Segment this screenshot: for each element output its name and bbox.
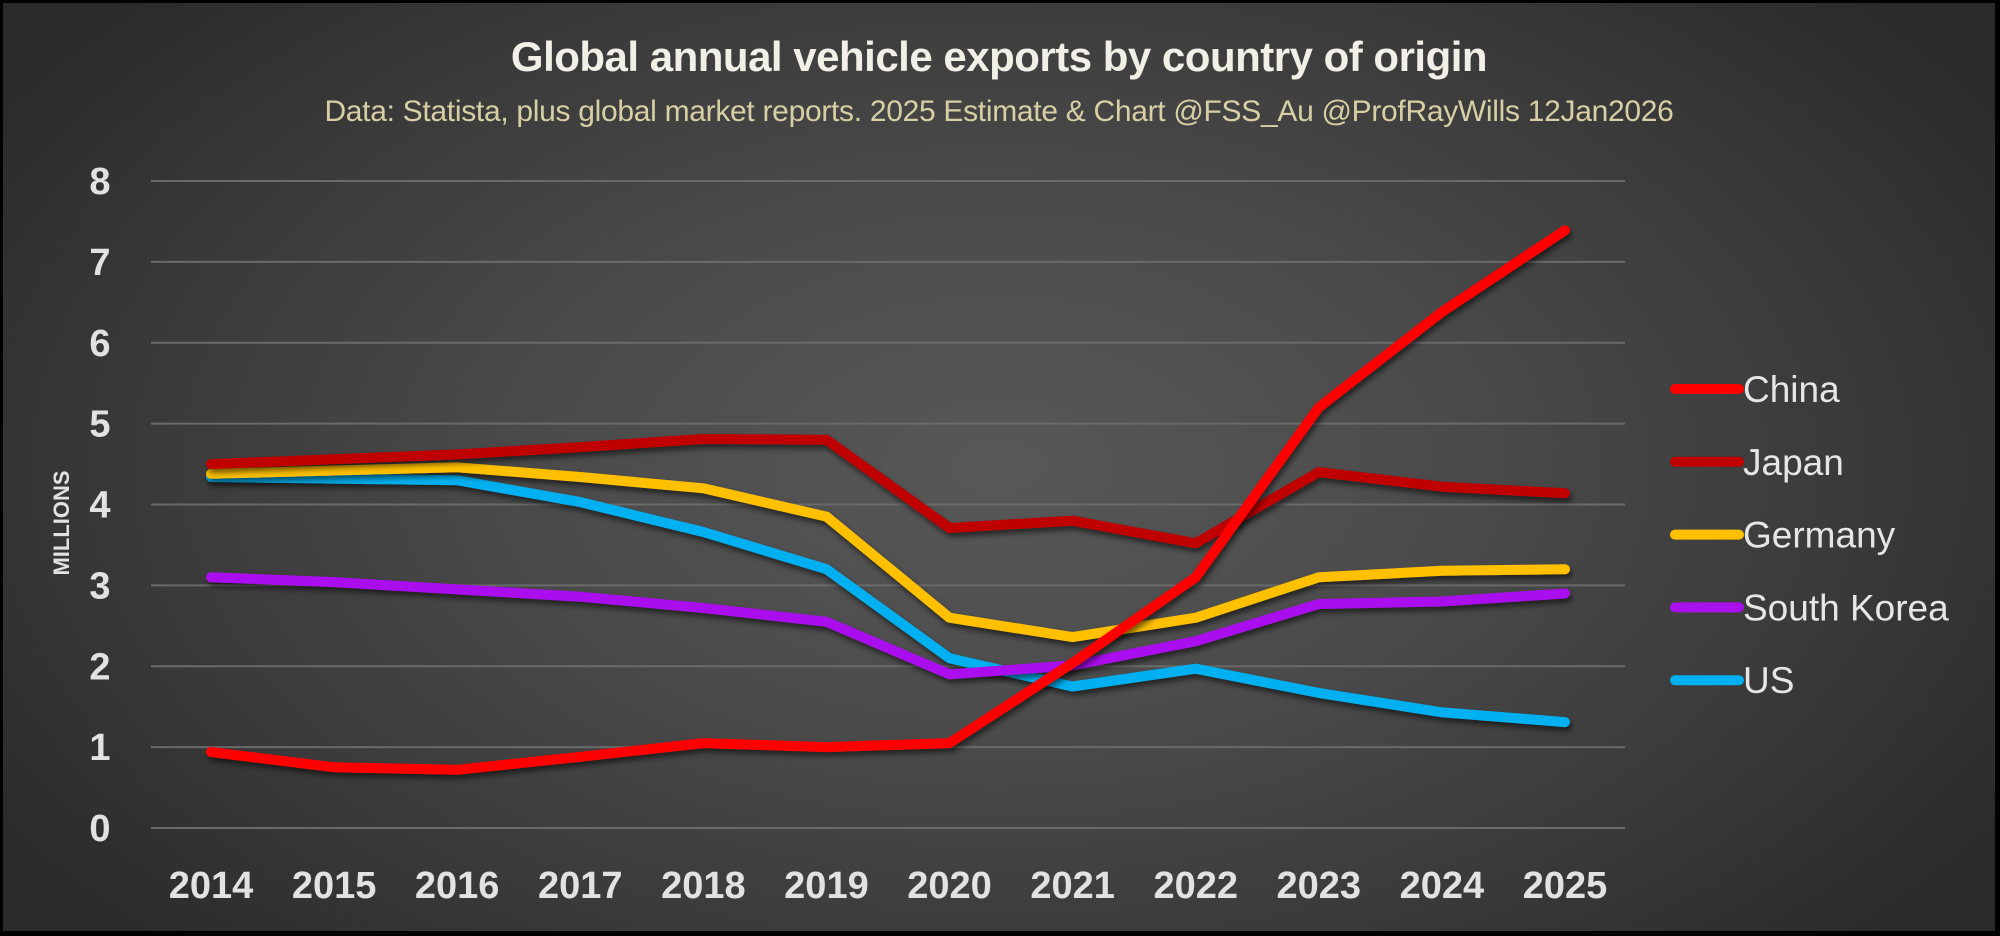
- chart-title: Global annual vehicle exports by country…: [510, 33, 1488, 80]
- x-tick-label: 2017: [538, 865, 623, 907]
- series-line-us: [206, 472, 1570, 728]
- x-axis-ticks: 2014 2015 2016 2017 2018 2019 2020 2021 2022 2023…: [169, 865, 1608, 907]
- y-tick-label: 5: [89, 404, 110, 446]
- gridlines: [151, 180, 1625, 829]
- y-tick-label: 8: [89, 161, 110, 203]
- x-tick-label: 2023: [1277, 865, 1362, 907]
- y-tick-label: 7: [89, 242, 110, 284]
- x-tick-label: 2015: [292, 865, 377, 907]
- y-tick-label: 1: [89, 727, 110, 769]
- x-tick-label: 2016: [415, 865, 500, 907]
- y-tick-label: 4: [89, 485, 110, 527]
- series-lines: [206, 225, 1570, 775]
- x-tick-label: 2014: [169, 865, 254, 907]
- x-tick-label: 2025: [1523, 865, 1608, 907]
- chart-frame: Global annual vehicle exports by country…: [3, 3, 1995, 931]
- y-tick-label: 6: [89, 323, 110, 365]
- legend-item: South Korea: [1670, 587, 1949, 628]
- legend-item: Japan: [1670, 442, 1844, 483]
- series-line-china: [206, 225, 1570, 775]
- y-axis-label: MILLIONS: [49, 470, 74, 575]
- chart-subtitle: Data: Statista, plus global market repor…: [324, 95, 1674, 128]
- series-line-south-korea: [206, 572, 1570, 680]
- legend: China Japan Germany South Korea US: [1670, 369, 1949, 701]
- y-axis-ticks: 0 1 2 3 4 5 6 7 8: [89, 161, 110, 850]
- y-tick-label: 3: [89, 565, 110, 607]
- x-tick-label: 2019: [784, 865, 869, 907]
- legend-item: US: [1670, 660, 1794, 701]
- legend-label: Japan: [1743, 442, 1844, 483]
- y-tick-label: 2: [89, 646, 110, 688]
- x-tick-label: 2020: [907, 865, 992, 907]
- x-tick-label: 2024: [1400, 865, 1485, 907]
- x-tick-label: 2022: [1153, 865, 1238, 907]
- legend-item: Germany: [1670, 515, 1896, 556]
- series-line-japan: [206, 434, 1570, 549]
- legend-item: China: [1670, 369, 1840, 410]
- series-line-germany: [206, 462, 1570, 643]
- legend-label: China: [1743, 369, 1840, 410]
- legend-label: South Korea: [1743, 587, 1949, 628]
- x-tick-label: 2018: [661, 865, 746, 907]
- y-tick-label: 0: [89, 808, 110, 850]
- x-tick-label: 2021: [1030, 865, 1115, 907]
- legend-label: Germany: [1743, 515, 1896, 556]
- legend-label: US: [1743, 660, 1794, 701]
